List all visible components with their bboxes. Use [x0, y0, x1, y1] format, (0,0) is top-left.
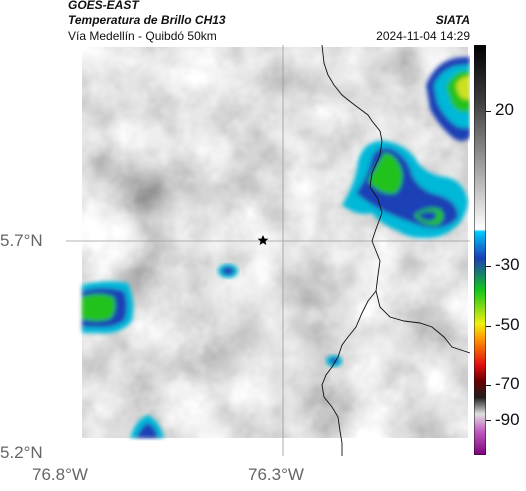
region-label: Vía Medellín - Quibdó 50km	[68, 29, 217, 43]
colorbar-label-minus50: -50	[495, 315, 520, 334]
cloud-field	[82, 47, 468, 438]
department-border	[321, 45, 470, 456]
product-title: Temperatura de Brillo CH13	[68, 13, 226, 27]
colorbar-tick-mark	[486, 326, 491, 327]
colorbar-tick-mark	[486, 111, 491, 112]
satellite-title: GOES-EAST	[68, 0, 139, 12]
cold-cloud-left	[82, 281, 134, 334]
cold-cloud-bottom-spot	[130, 415, 164, 438]
colorbar-label-minus90: -90	[495, 410, 520, 429]
cold-cloud-right-lower-spot	[326, 355, 342, 367]
lat-label-5.7: 5.7°N	[0, 231, 43, 250]
cold-cloud-right-middle	[342, 140, 468, 239]
datetime-label: 2024-11-04 14:29	[376, 29, 470, 43]
satellite-map	[66, 45, 470, 456]
colorbar-label-20: 20	[495, 100, 514, 119]
colorbar-label-minus30: -30	[495, 255, 520, 274]
lon-label-76.8: 76.8°W	[32, 465, 88, 484]
temperature-colorbar	[474, 45, 486, 455]
lat-label-5.2: 5.2°N	[0, 443, 43, 462]
agency-label: SIATA	[435, 13, 470, 27]
location-star-icon	[257, 235, 269, 245]
colorbar-tick-mark	[486, 266, 491, 267]
colorbar-label-minus70: -70	[495, 374, 520, 393]
cold-cloud-center-spot	[218, 264, 238, 278]
colorbar-tick-mark	[486, 385, 491, 386]
colorbar-tick-mark	[486, 420, 491, 421]
lon-label-76.3: 76.3°W	[248, 465, 304, 484]
cold-cloud-top-right	[426, 56, 470, 141]
